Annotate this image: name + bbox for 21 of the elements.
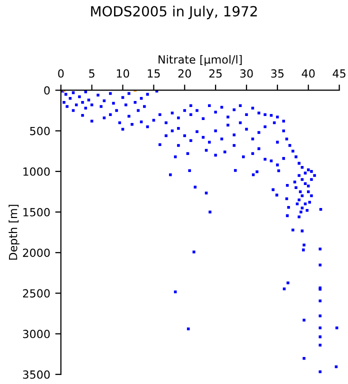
x-tick-label: 5 — [89, 69, 94, 78]
y-axis-title: Depth [m] — [8, 204, 20, 260]
y-tick-label: 2000 — [23, 248, 50, 257]
y-tick-label: 1000 — [23, 167, 50, 176]
x-tick-label: 10 — [116, 69, 130, 78]
chart-title: MODS2005 in July, 1972 — [91, 6, 257, 20]
x-tick-label: 20 — [178, 69, 191, 78]
x-tick-label: 45 — [332, 69, 346, 78]
y-tick-label: 500 — [30, 126, 50, 136]
y-tick-label: 3000 — [23, 330, 50, 338]
y-tick-label: 1500 — [23, 208, 50, 216]
y-tick-label: 3500 — [23, 370, 50, 379]
x-tick-label: 15 — [148, 69, 160, 78]
x-tick-label: 0 — [58, 69, 64, 78]
x-tick-label: 40 — [302, 69, 315, 78]
x-tick-label: 30 — [240, 69, 253, 78]
x-axis-title: Nitrate [µmol/l] — [158, 55, 242, 66]
x-tick-label: 25 — [209, 69, 222, 78]
y-tick-label: 2500 — [23, 289, 50, 298]
x-tick-label: 35 — [271, 69, 284, 78]
y-tick-label: 0 — [44, 86, 50, 95]
